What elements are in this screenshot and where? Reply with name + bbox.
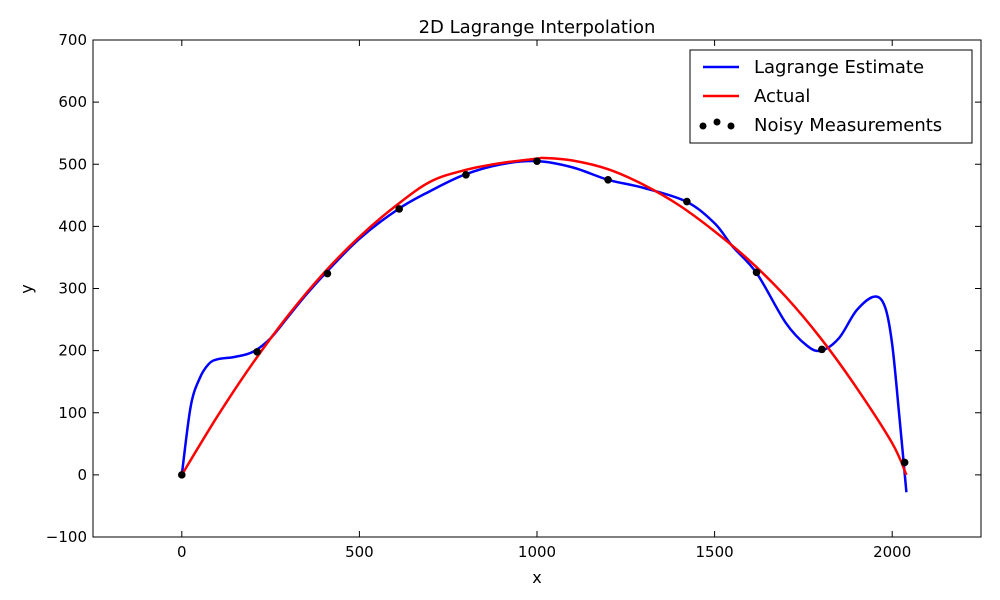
y-tick-label: 700 [58, 31, 87, 49]
data-point-noisy-measurements-5 [533, 157, 541, 165]
data-point-noisy-measurements-3 [395, 205, 403, 213]
y-axis-label: y [17, 284, 36, 293]
x-tick-label: 0 [177, 543, 187, 561]
data-point-noisy-measurements-8 [752, 268, 761, 277]
x-tick-label: 1500 [696, 543, 734, 561]
legend-swatch-noisy-dot-2 [713, 118, 721, 126]
y-tick-label: −100 [46, 528, 87, 546]
chart-title: 2D Lagrange Interpolation [419, 17, 656, 38]
legend-swatch-noisy-dot-1 [699, 122, 707, 130]
x-tick-label: 1000 [518, 543, 556, 561]
legend-label-noisy-measurements: Noisy Measurements [754, 115, 942, 136]
series-line-lagrange-estimate [180, 159, 908, 493]
data-point-noisy-measurements-7 [683, 197, 691, 206]
x-tick-label: 2000 [873, 543, 911, 561]
data-point-noisy-measurements-0 [178, 471, 186, 479]
data-point-noisy-measurements-6 [604, 175, 612, 184]
data-point-noisy-measurements-9 [818, 345, 826, 354]
y-tick-label: 500 [58, 155, 87, 173]
data-point-noisy-measurements-2 [323, 269, 332, 278]
x-axis-label: x [532, 568, 541, 587]
data-point-noisy-measurements-10 [900, 458, 909, 467]
legend-label-lagrange-estimate: Lagrange Estimate [754, 57, 924, 78]
y-tick-label: 300 [58, 280, 87, 298]
y-tick-label: 400 [58, 217, 87, 235]
ticks: 0 500 1000 1500 2000 −100 0 100 200 300 400 500 600 7… [46, 31, 981, 561]
x-tick-label: 500 [345, 543, 374, 561]
legend: Lagrange Estimate Actual Noisy Measureme… [689, 49, 973, 144]
legend-swatch-noisy-dot-3 [727, 122, 735, 130]
y-tick-label: 600 [58, 93, 87, 111]
y-tick-label: 200 [58, 342, 87, 360]
legend-label-actual: Actual [754, 86, 810, 107]
data-point-noisy-measurements-4 [462, 171, 470, 179]
series-line-actual [180, 156, 908, 476]
y-tick-label: 100 [58, 404, 87, 422]
data-point-noisy-measurements-1 [253, 348, 261, 356]
y-tick-label: 0 [77, 466, 87, 484]
